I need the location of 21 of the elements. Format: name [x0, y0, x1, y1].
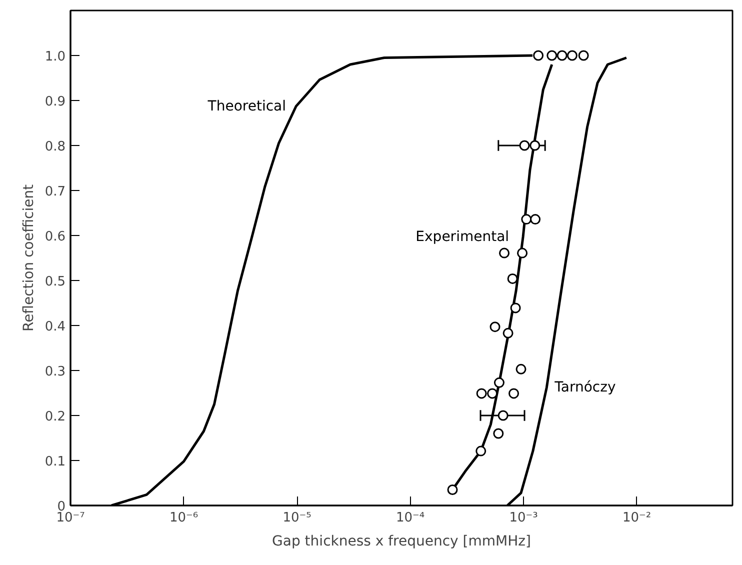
y-tick-label: 1.0: [44, 50, 66, 64]
x-tick-label: 10⁻³: [509, 510, 538, 526]
series-label: Theoretical: [206, 98, 286, 114]
y-tick-label: 0.4: [44, 320, 66, 334]
x-tick-label: 10⁻⁷: [56, 510, 85, 526]
y-tick-label: 0.1: [44, 454, 66, 470]
x-tick-label: 10⁻²: [622, 510, 652, 526]
y-tick-label: 0.7: [44, 184, 66, 200]
y-tick-label: 0.8: [44, 140, 66, 154]
y-tick-label: 0.2: [44, 410, 66, 424]
series-label: Experimental: [416, 228, 510, 245]
x-tick-label: 10⁻⁶: [169, 510, 198, 526]
series-label: Tarnóczy: [554, 380, 616, 396]
x-tick-label: 10⁻⁵: [282, 510, 312, 526]
y-tick-label: 0.5: [44, 274, 66, 290]
y-tick-label: 0.9: [44, 94, 66, 110]
x-axis-title: Gap thickness x frequency [mmMHz]: [272, 534, 531, 550]
y-tick-label: 0.3: [44, 364, 66, 380]
x-tick-label: 10⁻⁴: [396, 510, 425, 526]
y-tick-label: 0.6: [44, 230, 66, 244]
y-axis-title: Reflection coefficient: [20, 184, 37, 332]
